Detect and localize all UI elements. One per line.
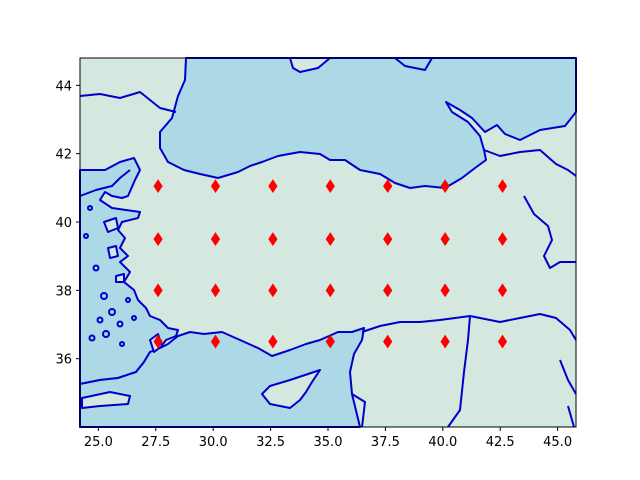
y-axis: 36 38 40 42 44: [55, 79, 80, 368]
y-tick-label: 42: [55, 148, 72, 163]
x-tick-label: 42.5: [486, 435, 515, 450]
azov-coast: [394, 57, 433, 71]
grid-point-marker-6: [497, 179, 508, 194]
grid-point-marker-14: [153, 283, 163, 298]
border-caspian: [567, 405, 575, 428]
border-georgia-armenia: [483, 149, 577, 177]
x-tick-label: 45.0: [543, 435, 572, 450]
grid-point-marker-5: [440, 179, 450, 194]
grid-point-marker-0: [153, 179, 163, 194]
x-tick-label: 35.0: [314, 435, 343, 450]
x-tick-label: 37.5: [371, 435, 400, 450]
grid-point-marker-2: [268, 179, 278, 194]
samos-island: [115, 273, 125, 283]
grid-point-marker-10: [325, 232, 335, 246]
x-tick-label: 25.0: [84, 435, 113, 450]
grid-point-marker-1: [210, 179, 221, 194]
y-tick-label: 36: [55, 353, 72, 368]
map-plot-area: [79, 57, 577, 428]
border-bulgaria-north: [79, 91, 177, 113]
crete-island: [81, 391, 131, 409]
border-lebanon-israel: [351, 393, 366, 428]
lesbos-island: [103, 217, 119, 233]
x-tick-label: 40.0: [428, 435, 457, 450]
grid-point-marker-19: [440, 283, 450, 298]
grid-point-marker-18: [383, 283, 393, 298]
grid-point-marker-23: [268, 334, 278, 349]
grid-point-marker-25: [383, 334, 393, 349]
border-iran: [523, 195, 576, 269]
border-syria-jordan: [447, 315, 471, 428]
grid-point-marker-16: [268, 283, 278, 298]
grid-point-marker-13: [497, 232, 508, 246]
x-axis: 25.0 27.5 30.0 32.5 35.0 37.5 40.0 42.5 45.0: [84, 427, 572, 450]
y-tick-label: 44: [55, 79, 72, 94]
border-thrace: [79, 169, 131, 197]
x-tick-label: 32.5: [256, 435, 285, 450]
grid-point-marker-17: [325, 283, 335, 298]
grid-point-marker-8: [210, 232, 221, 246]
grid-point-marker-20: [497, 283, 508, 298]
grid-point-marker-7: [153, 232, 163, 246]
grid-point-marker-3: [325, 179, 335, 194]
grid-point-marker-24: [325, 334, 335, 349]
grid-point-marker-26: [440, 334, 450, 349]
grid-point-marker-22: [210, 334, 221, 349]
border-syria-iraq: [361, 313, 577, 341]
grid-point-marker-15: [210, 283, 221, 298]
grid-point-marker-4: [383, 179, 393, 194]
grid-point-marker-9: [268, 232, 278, 246]
grid-point-marker-11: [383, 232, 393, 246]
marker-layer: [153, 179, 508, 349]
dodecanese-islands: [83, 205, 137, 347]
grid-point-marker-27: [497, 334, 508, 349]
black-sea: [159, 57, 577, 189]
x-tick-label: 27.5: [141, 435, 170, 450]
chios-island: [107, 245, 119, 259]
x-tick-label: 30.0: [199, 435, 228, 450]
cyprus-island: [261, 369, 321, 409]
y-tick-label: 38: [55, 284, 72, 299]
grid-point-marker-12: [440, 232, 450, 246]
y-tick-label: 40: [55, 216, 72, 231]
grid-point-marker-21: [153, 334, 163, 349]
border-iraq-iran: [559, 359, 577, 395]
